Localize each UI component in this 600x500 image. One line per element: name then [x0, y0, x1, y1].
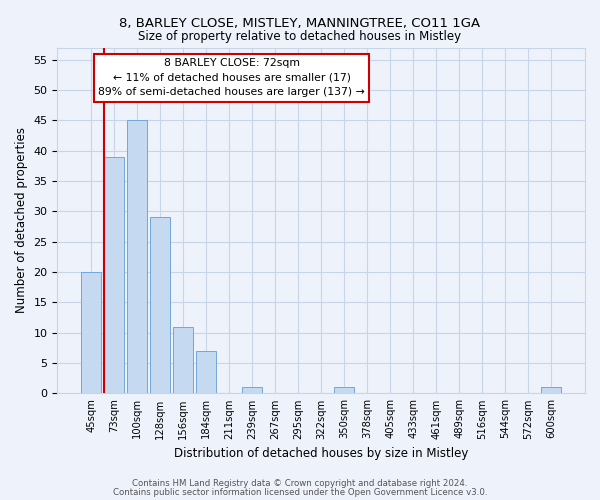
Bar	[104, 156, 124, 394]
Text: 8, BARLEY CLOSE, MISTLEY, MANNINGTREE, CO11 1GA: 8, BARLEY CLOSE, MISTLEY, MANNINGTREE, C…	[119, 18, 481, 30]
X-axis label: Distribution of detached houses by size in Mistley: Distribution of detached houses by size …	[174, 447, 469, 460]
Bar	[151, 218, 170, 394]
Bar	[173, 326, 193, 394]
Bar	[541, 388, 561, 394]
Text: Contains HM Land Registry data © Crown copyright and database right 2024.: Contains HM Land Registry data © Crown c…	[132, 479, 468, 488]
Text: 8 BARLEY CLOSE: 72sqm
← 11% of detached houses are smaller (17)
89% of semi-deta: 8 BARLEY CLOSE: 72sqm ← 11% of detached …	[98, 58, 365, 98]
Bar	[196, 351, 216, 394]
Bar	[127, 120, 147, 394]
Text: Size of property relative to detached houses in Mistley: Size of property relative to detached ho…	[139, 30, 461, 43]
Y-axis label: Number of detached properties: Number of detached properties	[15, 128, 28, 314]
Bar	[334, 388, 354, 394]
Text: Contains public sector information licensed under the Open Government Licence v3: Contains public sector information licen…	[113, 488, 487, 497]
Bar	[82, 272, 101, 394]
Bar	[242, 388, 262, 394]
